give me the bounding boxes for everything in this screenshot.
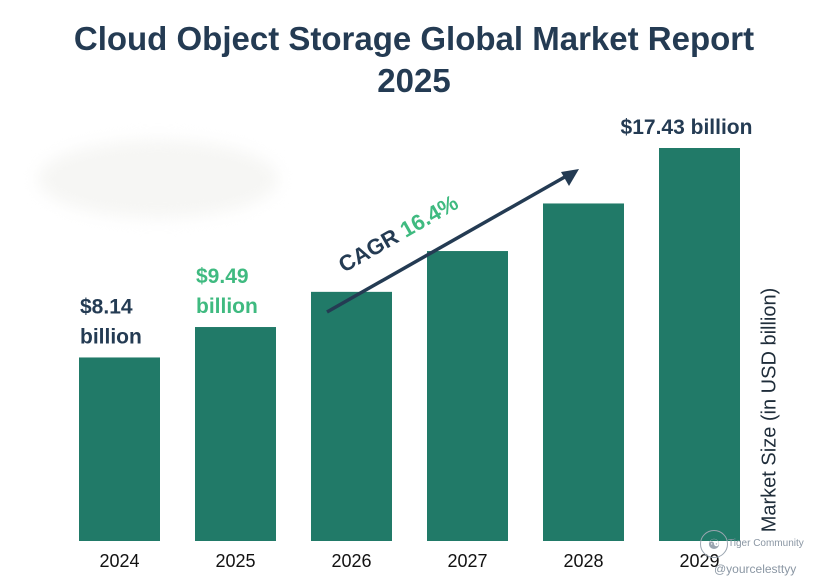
data-label-2024-unit: billion	[80, 325, 142, 348]
x-tick-label-2024: 2024	[99, 551, 139, 571]
bar-2025	[195, 327, 276, 541]
chart-title-line2: 2025	[377, 62, 451, 99]
y-axis-label: Market Size (in USD billion)	[758, 287, 781, 533]
blurred-background-patch	[38, 140, 278, 218]
bar-2028	[543, 203, 624, 541]
x-tick-label-2028: 2028	[563, 551, 603, 571]
x-tick-label-2025: 2025	[215, 551, 255, 571]
watermark-user: @yourcelesttyy	[714, 562, 797, 576]
chart-title: Cloud Object Storage Global Market Repor…	[0, 18, 828, 102]
watermark-community: Tiger Community	[728, 538, 804, 549]
cagr-arrow-head-icon	[561, 169, 579, 186]
x-tick-label-2026: 2026	[331, 551, 371, 571]
tiger-logo-icon: ☯	[700, 530, 728, 558]
bar-2024	[79, 357, 160, 541]
data-label-2029-value: $17.43 billion	[621, 116, 753, 139]
bar-2026	[311, 291, 392, 541]
chart-title-line1: Cloud Object Storage Global Market Repor…	[73, 20, 755, 57]
cagr-value: 16.4%	[396, 190, 463, 243]
watermark: ☯ Tiger Community @yourcelesttyy	[700, 530, 826, 582]
data-label-2025-unit: billion	[196, 295, 258, 318]
bar-2027	[427, 251, 508, 541]
bar-2029	[659, 148, 740, 541]
cagr-label: CAGR	[334, 221, 408, 278]
data-label-2024-value: $8.14	[80, 295, 133, 318]
data-label-2025-value: $9.49	[196, 265, 249, 288]
x-tick-label-2027: 2027	[447, 551, 487, 571]
cagr-arrow-line	[326, 172, 571, 314]
